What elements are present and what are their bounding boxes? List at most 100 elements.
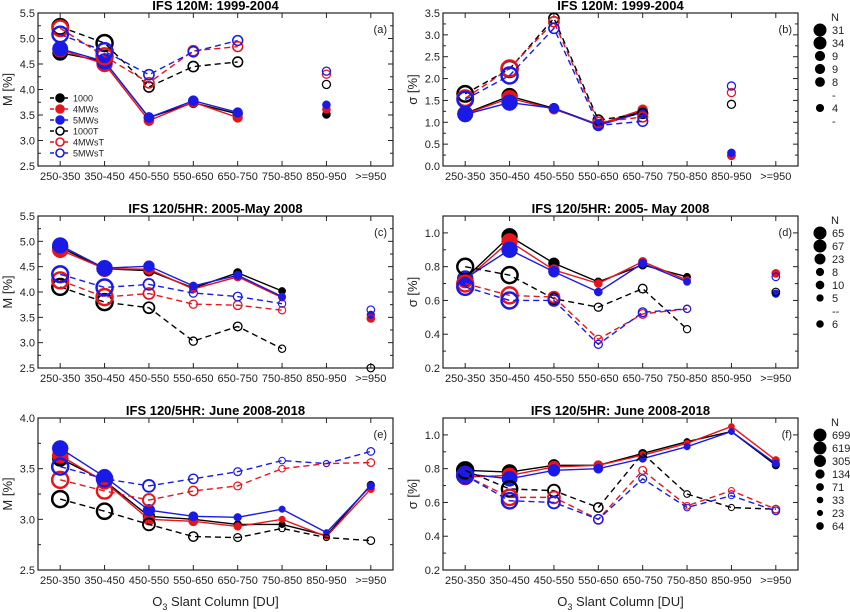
y-tick-label: 2.5	[20, 565, 35, 577]
n-legend-marker	[813, 428, 827, 442]
x-tick-label: 250-350	[445, 575, 485, 587]
y-tick-label: 4.5	[20, 59, 35, 71]
legend-label: 1000	[73, 94, 93, 104]
y-tick-label: 2.5	[20, 363, 35, 375]
x-tick-label: 250-350	[445, 171, 485, 183]
n-legend-value: 699	[832, 430, 850, 442]
data-point-5MWs	[52, 237, 69, 254]
y-tick-label: 5.5	[20, 8, 35, 20]
x-tick-label: >=950	[760, 373, 791, 385]
y-tick-label: 0.4	[425, 531, 440, 543]
data-point-4MWsT	[143, 76, 155, 89]
data-point-5MWs	[728, 428, 735, 435]
series-line-4MWs	[59, 454, 372, 538]
panel-label: (c)	[374, 227, 387, 239]
x-tick-label: 550-650	[173, 575, 213, 587]
y-tick-label: 4.0	[20, 287, 35, 299]
n-legend-marker	[815, 77, 825, 87]
data-point-5MWsT	[233, 467, 243, 477]
n-legend-marker	[814, 50, 826, 62]
plot-frame	[442, 12, 799, 167]
chart-title: IFS 120/5HR: June 2008-2018	[531, 403, 710, 418]
x-tick-label: 550-650	[578, 171, 618, 183]
legend-marker	[55, 137, 65, 147]
data-point-1000T	[500, 265, 519, 285]
data-point-1000T	[187, 60, 200, 73]
x-tick-label: 550-650	[173, 373, 213, 385]
x-axis-label: O3 Slant Column [DU]	[557, 594, 683, 612]
data-point-5MWsT	[592, 119, 605, 132]
y-tick-label: 1.0	[425, 228, 440, 240]
data-point-1000T	[95, 502, 114, 521]
n-legend-marker	[816, 522, 824, 530]
x-tick-label: 650-750	[218, 575, 258, 587]
x-tick-label: 450-550	[534, 373, 574, 385]
data-point-5MWsT	[638, 474, 648, 484]
x-axis-label: O3 Slant Column [DU]	[152, 594, 278, 612]
data-point-4MWsT	[727, 487, 736, 495]
y-axis-label: σ [%]	[405, 479, 420, 509]
x-tick-label: 450-550	[129, 373, 169, 385]
data-point-5MWsT	[726, 81, 737, 91]
data-point-5MWs	[548, 265, 560, 278]
x-tick-label: 650-750	[218, 373, 258, 385]
x-tick-label: 350-450	[84, 373, 124, 385]
data-point-5MWsT	[548, 22, 560, 35]
data-point-5MWsT	[51, 265, 70, 284]
data-point-4MWsT	[233, 481, 243, 491]
data-point-1000T	[95, 33, 114, 53]
y-tick-label: 4.5	[20, 262, 35, 274]
data-point-5MWsT	[95, 42, 114, 61]
x-tick-label: >=950	[355, 373, 386, 385]
data-point-1000T	[188, 336, 199, 346]
x-tick-label: 850-950	[306, 171, 346, 183]
series-line-5MWsT	[464, 27, 643, 127]
data-point-5MWsT	[637, 115, 649, 128]
series-line-5MWs	[59, 244, 283, 298]
data-point-1000T	[592, 502, 604, 513]
data-point-5MWsT	[143, 68, 155, 81]
data-point-5MWs	[548, 102, 560, 114]
data-point-5MWsT	[142, 478, 156, 493]
x-axis-label-sub: 3	[567, 602, 572, 612]
data-point-5MWs	[233, 270, 243, 280]
series-line-1000T	[465, 265, 688, 330]
data-point-5MWs	[771, 459, 780, 468]
x-tick-label: 550-650	[578, 575, 618, 587]
x-axis-label-rest: Slant Column [DU]	[572, 594, 683, 609]
data-point-1000T	[727, 503, 736, 512]
x-tick-label: 350-450	[84, 171, 124, 183]
chart-title: IFS 120M: 1999-2004	[152, 0, 279, 13]
y-tick-label: 3.0	[20, 514, 35, 526]
data-point-4MWsT	[366, 313, 376, 323]
data-point-4MWsT	[321, 69, 332, 79]
legend-marker	[55, 93, 65, 103]
x-tick-label: 850-950	[306, 575, 346, 587]
n-legend-marker	[813, 23, 827, 37]
y-tick-label: 1.0	[425, 117, 440, 129]
y-axis-label: M [%]	[0, 73, 15, 106]
y-tick-label: 1.0	[425, 430, 440, 442]
y-tick-label: 0.8	[425, 262, 440, 274]
data-point-5MWsT	[637, 307, 648, 318]
data-point-5MWsT	[50, 457, 70, 476]
data-point-4MWsT	[95, 47, 114, 66]
n-legend-marker	[816, 294, 824, 302]
panel-label: (a)	[374, 24, 387, 36]
data-point-4MWsT	[637, 111, 649, 123]
y-tick-label: 3.0	[20, 136, 35, 148]
data-point-5MWsT	[547, 294, 561, 307]
n-legend-value: 6	[832, 319, 838, 331]
data-point-5MWsT	[232, 34, 244, 47]
data-point-4MWsT	[547, 290, 561, 304]
data-point-1000T	[321, 79, 332, 90]
n-legend-value: --	[832, 306, 840, 318]
data-point-1000T	[143, 81, 155, 93]
x-tick-label: 750-850	[667, 575, 707, 587]
data-point-1000T	[232, 321, 243, 332]
y-tick-label: 5.5	[20, 211, 35, 223]
data-point-4MWsT	[593, 334, 604, 344]
data-point-5MWs	[278, 505, 286, 513]
legend-marker	[55, 126, 65, 136]
legend-label: 5MWsT	[73, 149, 104, 159]
